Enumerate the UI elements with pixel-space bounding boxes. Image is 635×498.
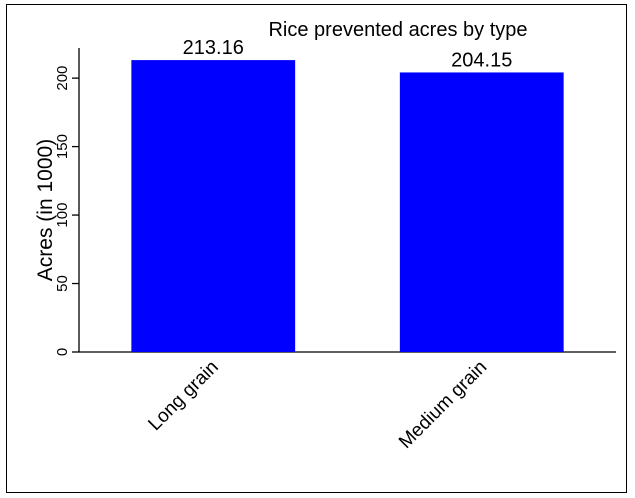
bar-medium-grain	[399, 72, 564, 353]
y-tick-label: 0	[54, 348, 71, 356]
y-axis-label: Acres (in 1000)	[34, 139, 57, 281]
y-tick-label: 100	[54, 203, 71, 228]
data-label: 204.15	[451, 49, 512, 71]
bar-long-grain	[131, 60, 296, 352]
bars-group	[131, 60, 564, 353]
data-label: 213.16	[183, 37, 244, 59]
x-tick-label: Medium grain	[395, 357, 491, 453]
chart-title: Rice prevented acres by type	[268, 19, 527, 41]
y-tick-label: 50	[54, 275, 71, 292]
x-tick-label: Long grain	[144, 357, 222, 435]
y-tick-label: 150	[54, 134, 71, 159]
y-tick-label: 200	[54, 66, 71, 91]
